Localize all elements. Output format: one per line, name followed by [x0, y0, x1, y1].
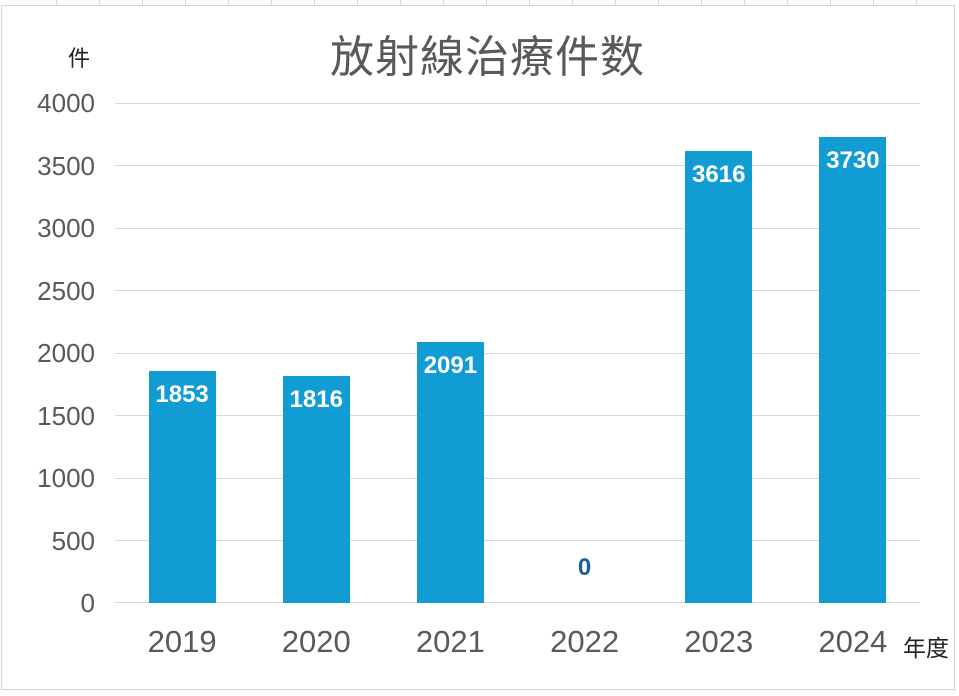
- chart-title: 放射線治療件数: [330, 33, 645, 82]
- gridline: [115, 227, 920, 229]
- bar: [148, 371, 216, 603]
- gridline: [115, 102, 920, 104]
- x-axis-title: 年度: [903, 635, 949, 661]
- bar-value-label: 3616: [692, 161, 746, 188]
- gridline: [115, 290, 920, 291]
- y-tick-label: 4000: [37, 88, 95, 118]
- chart-border: [1, 5, 955, 690]
- x-tick-label: 2023: [684, 624, 754, 659]
- x-axis-line: [115, 602, 920, 603]
- y-tick-label: 3000: [37, 213, 95, 243]
- y-tick-label: 3500: [37, 150, 95, 181]
- y-tick-label: 500: [51, 525, 95, 556]
- x-tick-label: 2019: [147, 624, 217, 659]
- x-tick-label: 2021: [415, 624, 485, 659]
- y-tick-label: 1000: [37, 463, 95, 493]
- bar: [819, 136, 887, 603]
- gridline: [115, 415, 920, 416]
- y-axis-unit-label: 件: [67, 46, 90, 71]
- y-tick-label: 1500: [37, 400, 95, 431]
- x-tick-label: 2022: [550, 624, 620, 659]
- gridline: [115, 477, 920, 479]
- bar-value-label: 2091: [423, 351, 478, 379]
- bar: [685, 151, 753, 603]
- bar-value-label: 1816: [289, 386, 343, 413]
- x-tick-label: 2020: [281, 624, 351, 659]
- y-tick-label: 0: [80, 588, 95, 618]
- gridline: [115, 540, 920, 541]
- bar: [282, 376, 350, 603]
- gridline: [115, 165, 920, 166]
- gridline: [115, 352, 920, 354]
- y-tick-label: 2000: [37, 338, 95, 368]
- bar-value-label: 0: [577, 554, 592, 581]
- bar-value-label: 3730: [826, 146, 880, 174]
- y-tick-label: 2500: [37, 275, 95, 306]
- bar-value-label: 1853: [155, 381, 209, 409]
- spreadsheet-gridline-strip: [14, 0, 959, 5]
- x-tick-label: 2024: [818, 624, 888, 659]
- bar: [416, 341, 484, 603]
